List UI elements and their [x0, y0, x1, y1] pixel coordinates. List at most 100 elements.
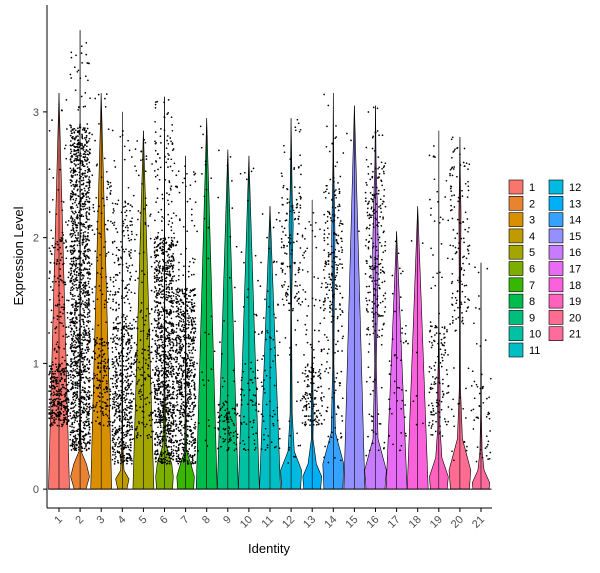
data-point-7	[181, 403, 183, 405]
data-point-6	[157, 426, 159, 428]
data-point-2	[76, 338, 78, 340]
data-point-4	[125, 442, 127, 444]
data-point-7	[184, 165, 186, 167]
data-point-7	[181, 288, 183, 290]
data-point-6	[161, 365, 163, 367]
data-point-6	[166, 299, 168, 301]
data-point-1	[52, 385, 54, 387]
data-point-6	[158, 292, 160, 294]
data-point-3	[93, 211, 95, 213]
data-point-7	[190, 398, 192, 400]
data-point-1	[58, 402, 60, 404]
data-point-2	[86, 149, 88, 151]
data-point-7	[190, 363, 192, 365]
data-point-6	[158, 284, 160, 286]
data-point-2	[89, 441, 91, 443]
data-point-6	[171, 365, 173, 367]
data-point-7	[182, 343, 184, 345]
data-point-1	[53, 391, 55, 393]
data-point-4	[112, 393, 114, 395]
data-point-4	[113, 208, 115, 210]
data-point-6	[160, 401, 162, 403]
data-point-5	[140, 311, 142, 313]
data-point-7	[187, 305, 189, 307]
data-point-7	[180, 309, 182, 311]
data-point-4	[117, 343, 119, 345]
data-point-7	[193, 342, 195, 344]
data-point-2	[79, 218, 81, 220]
data-point-2	[70, 130, 72, 132]
data-point-7	[191, 372, 193, 374]
data-point-3	[108, 359, 110, 361]
data-point-3	[105, 386, 107, 388]
data-point-2	[86, 285, 88, 287]
data-point-2	[80, 215, 82, 217]
data-point-6	[160, 142, 162, 144]
data-point-2	[88, 332, 90, 334]
data-point-3	[110, 182, 112, 184]
data-point-6	[167, 143, 169, 145]
data-point-2	[87, 79, 89, 81]
data-point-1	[50, 412, 52, 414]
data-point-6	[159, 411, 161, 413]
data-point-1	[50, 386, 52, 388]
data-point-1	[64, 394, 66, 396]
data-point-3	[105, 224, 107, 226]
data-point-5	[152, 412, 154, 414]
data-point-1	[50, 365, 52, 367]
data-point-2	[82, 215, 84, 217]
data-point-1	[65, 239, 67, 241]
data-point-6	[161, 436, 163, 438]
data-point-6	[167, 395, 169, 397]
data-point-6	[169, 394, 171, 396]
data-point-2	[83, 359, 85, 361]
data-point-2	[84, 208, 86, 210]
data-point-2	[76, 240, 78, 242]
data-point-1	[53, 417, 55, 419]
data-point-4	[119, 136, 121, 138]
data-point-6	[163, 325, 165, 327]
data-point-3	[102, 293, 104, 295]
data-point-6	[171, 291, 173, 293]
data-point-2	[85, 212, 87, 214]
data-point-4	[121, 327, 123, 329]
data-point-1	[57, 391, 59, 393]
data-point-2	[85, 404, 87, 406]
data-point-4	[116, 385, 118, 387]
data-point-6	[161, 293, 163, 295]
data-point-4	[123, 335, 125, 337]
data-point-7	[181, 330, 183, 332]
data-point-6	[157, 393, 159, 395]
data-point-4	[119, 358, 121, 360]
data-point-6	[159, 179, 161, 181]
data-point-2	[88, 397, 90, 399]
data-point-1	[48, 332, 50, 334]
data-point-5	[151, 352, 153, 354]
data-point-4	[129, 426, 131, 428]
data-point-6	[166, 192, 168, 194]
data-point-4	[115, 395, 117, 397]
data-point-4	[113, 276, 115, 278]
data-point-2	[80, 153, 82, 155]
data-point-6	[169, 289, 171, 291]
data-point-6	[154, 320, 156, 322]
data-point-2	[75, 439, 77, 441]
data-point-6	[161, 421, 163, 423]
data-point-4	[114, 463, 116, 465]
data-point-6	[158, 273, 160, 275]
data-point-6	[173, 232, 175, 234]
data-point-3	[107, 184, 109, 186]
data-point-8	[211, 316, 213, 318]
data-point-7	[193, 289, 195, 291]
data-point-6	[159, 288, 161, 290]
data-point-4	[115, 343, 117, 345]
data-point-2	[88, 178, 90, 180]
data-point-6	[163, 246, 165, 248]
data-point-7	[193, 393, 195, 395]
data-point-2	[86, 272, 88, 274]
data-point-1	[58, 411, 60, 413]
data-point-2	[72, 289, 74, 291]
data-point-1	[68, 377, 70, 379]
data-point-7	[193, 274, 195, 276]
data-point-6	[167, 411, 169, 413]
